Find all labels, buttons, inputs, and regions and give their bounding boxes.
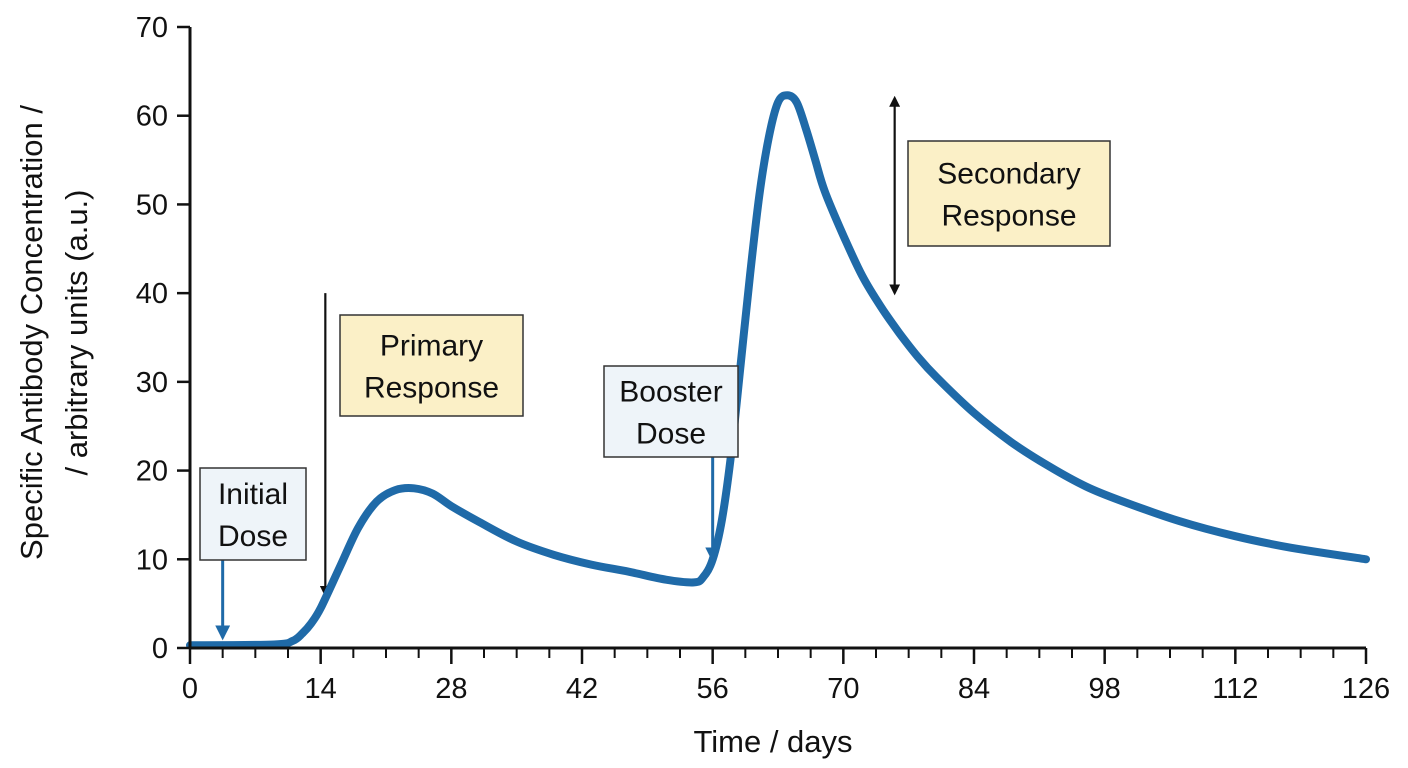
y-axis-title-line: / arbitrary units (a.u.) [59,190,94,476]
annotation-text: Booster [619,376,722,409]
x-tick-label: 70 [827,673,859,705]
x-tick-label: 28 [435,673,467,705]
annotation-box [603,365,739,458]
y-axis-title: Specific Antibody Concentration / / arbit… [14,105,94,560]
x-tick-label: 56 [697,673,729,705]
annotation-text: Response [941,200,1076,233]
x-tick-label: 98 [1089,673,1121,705]
x-axis-title: Time / days [693,724,852,759]
y-tick-label: 40 [136,278,168,310]
annotation-arrows [215,95,901,641]
y-tick-label: 50 [136,189,168,221]
y-tick-label: 10 [136,544,168,576]
annotation-primary-response: Primary Response [339,314,524,417]
annotation-text: Response [364,372,499,405]
y-tick-label: 60 [136,101,168,133]
y-tick-label: 30 [136,367,168,399]
annotation-text: Initial [218,478,288,511]
y-tick-label: 70 [136,12,168,44]
x-tick-label: 0 [182,673,198,705]
y-tick-label: 0 [152,633,168,665]
x-tick-label: 126 [1342,673,1390,705]
annotation-initial-dose: Initial Dose [199,467,307,561]
x-tick-label: 14 [305,673,337,705]
antibody-curve [186,91,1370,650]
annotation-box [199,467,307,561]
annotation-text: Dose [636,418,706,451]
y-axis-title-line: Specific Antibody Concentration / [14,105,49,560]
series-layer [186,91,1370,650]
annotation-boxes: Initial Dose Primary Response Booster Dose Sec… [199,140,1111,561]
annotation-box [907,140,1111,247]
annotation-box [339,314,524,417]
x-tick-label: 42 [566,673,598,705]
y-tick-label: 20 [136,456,168,488]
x-tick-label: 84 [958,673,990,705]
annotation-text: Primary [380,330,483,363]
axes: 0 14 28 42 56 70 84 98 112 126 0 10 20 30 40 50 60 70 Time… [14,12,1390,759]
x-tick-label: 112 [1212,673,1258,705]
annotation-booster-dose: Booster Dose [603,365,739,458]
annotation-text: Secondary [937,158,1080,191]
annotation-secondary-response: Secondary Response [907,140,1111,247]
annotation-text: Dose [218,520,288,553]
